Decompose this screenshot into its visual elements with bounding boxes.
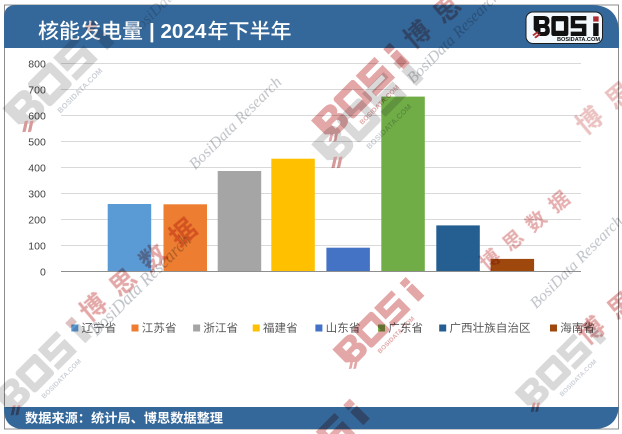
svg-text:800: 800 [28, 58, 46, 70]
svg-text:0: 0 [40, 266, 46, 278]
svg-text:500: 500 [28, 136, 46, 148]
svg-text:300: 300 [28, 188, 46, 200]
svg-text:400: 400 [28, 162, 46, 174]
svg-text:100: 100 [28, 240, 46, 252]
svg-text:| 2024: | 2024 [149, 20, 207, 43]
svg-text:BOSIDATA.COM: BOSIDATA.COM [557, 37, 600, 43]
svg-text:200: 200 [28, 214, 46, 226]
